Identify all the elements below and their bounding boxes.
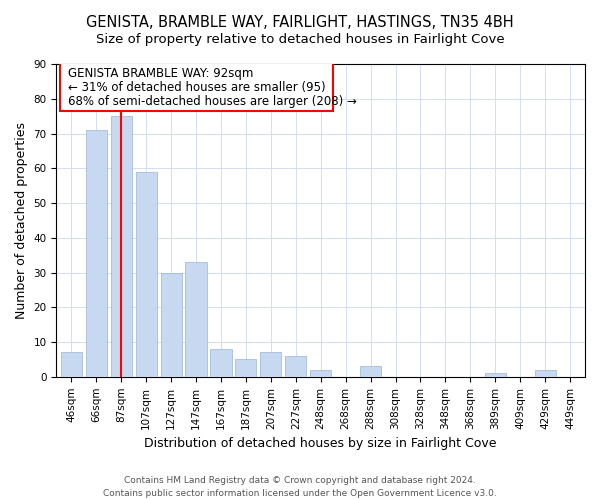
Bar <box>110 116 132 377</box>
Text: Contains HM Land Registry data © Crown copyright and database right 2024.
Contai: Contains HM Land Registry data © Crown c… <box>103 476 497 498</box>
Text: GENISTA BRAMBLE WAY: 92sqm: GENISTA BRAMBLE WAY: 92sqm <box>68 68 253 80</box>
Y-axis label: Number of detached properties: Number of detached properties <box>15 122 28 319</box>
Bar <box>61 352 82 377</box>
Bar <box>185 262 206 377</box>
Bar <box>235 360 256 377</box>
Bar <box>485 374 506 377</box>
Text: ← 31% of detached houses are smaller (95): ← 31% of detached houses are smaller (95… <box>68 82 325 94</box>
Bar <box>60 62 333 111</box>
Bar <box>260 352 281 377</box>
Bar <box>310 370 331 377</box>
Text: Size of property relative to detached houses in Fairlight Cove: Size of property relative to detached ho… <box>95 32 505 46</box>
Text: GENISTA, BRAMBLE WAY, FAIRLIGHT, HASTINGS, TN35 4BH: GENISTA, BRAMBLE WAY, FAIRLIGHT, HASTING… <box>86 15 514 30</box>
Bar <box>161 272 182 377</box>
Bar <box>535 370 556 377</box>
X-axis label: Distribution of detached houses by size in Fairlight Cove: Distribution of detached houses by size … <box>145 437 497 450</box>
Bar <box>360 366 381 377</box>
Bar <box>86 130 107 377</box>
Bar <box>285 356 307 377</box>
Bar <box>136 172 157 377</box>
Text: 68% of semi-detached houses are larger (208) →: 68% of semi-detached houses are larger (… <box>68 96 356 108</box>
Bar <box>211 349 232 377</box>
